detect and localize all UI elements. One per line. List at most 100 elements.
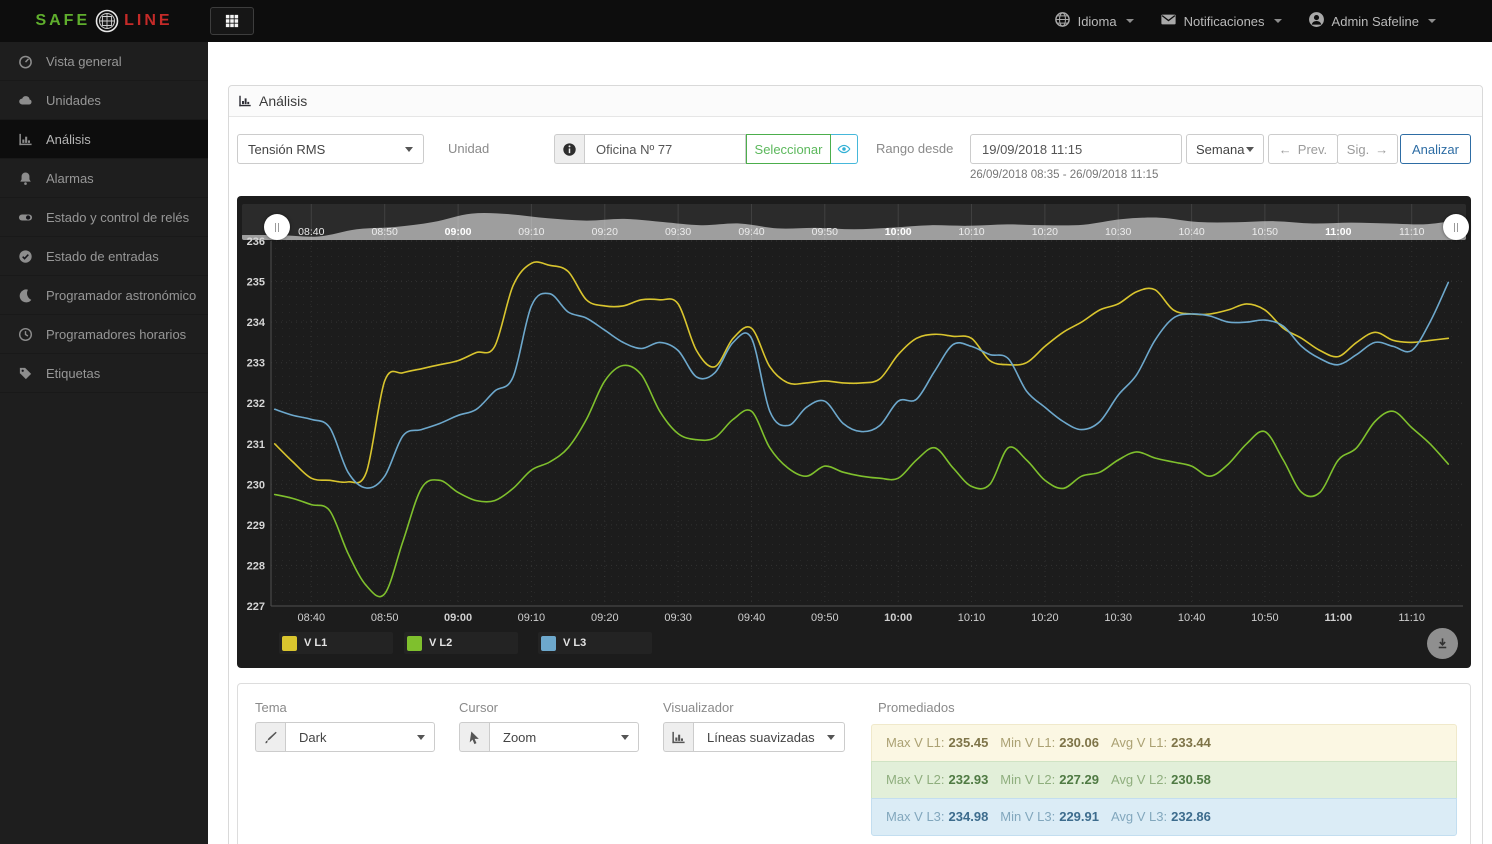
analysis-card: Análisis Tensión RMS Unidad Oficina Nº 7…: [228, 85, 1483, 844]
sidebar-item-label: Programador astronómico: [46, 287, 197, 303]
sidebar-item-vista-general[interactable]: Vista general: [0, 42, 208, 81]
select-unit-button[interactable]: Seleccionar: [746, 134, 831, 164]
chart-navigator[interactable]: 08:40 08:50 09:00 09:10 09:20 09:30 09:40 09:50…: [242, 204, 1466, 240]
metric-select[interactable]: Tensión RMS: [237, 134, 424, 164]
sidebar-item-unidades[interactable]: Unidades: [0, 81, 208, 120]
viewer-select[interactable]: Líneas suavizadas: [663, 722, 845, 752]
range-start-input[interactable]: 19/09/2018 11:15: [970, 134, 1182, 164]
topbar-menu-notifications[interactable]: Notificaciones: [1160, 11, 1282, 31]
viewer-select-value: Líneas suavizadas: [707, 729, 815, 745]
globe-icon: [1054, 11, 1071, 28]
apps-grid-button[interactable]: [210, 7, 254, 35]
bell-icon: [18, 171, 33, 186]
sidebar-item-prog-horarios[interactable]: Programadores horarios: [0, 315, 208, 354]
svg-text:229: 229: [247, 520, 265, 532]
svg-text:10:40: 10:40: [1178, 226, 1204, 238]
brand-safe-text: SAFE: [35, 12, 91, 29]
view-unit-button[interactable]: [831, 134, 858, 164]
topbar-menu-label: Notificaciones: [1183, 13, 1265, 29]
topbar-menu-account[interactable]: Admin Safeline: [1308, 11, 1436, 31]
gauge-icon: [18, 54, 33, 69]
sidebar-item-alarmas[interactable]: Alarmas: [0, 159, 208, 198]
sidebar-item-label: Estado de entradas: [46, 248, 159, 264]
chevron-down-icon: [1428, 19, 1436, 23]
sidebar-item-prog-astronomico[interactable]: Programador astronómico: [0, 276, 208, 315]
topbar-menu-label: Idioma: [1077, 13, 1117, 29]
svg-text:11:00: 11:00: [1325, 612, 1353, 624]
page-title: Análisis: [259, 93, 308, 109]
brush-icon: [263, 730, 278, 745]
cursor-select[interactable]: Zoom: [459, 722, 639, 752]
chart-addon: [663, 722, 693, 752]
sidebar-item-label: Análisis: [46, 131, 91, 147]
chevron-down-icon: [621, 734, 629, 740]
line-chart[interactable]: 236 235 234 233 232 231 230 229 228 227 08:40 08:50…: [237, 196, 1471, 668]
navigator-left-handle[interactable]: [264, 214, 290, 240]
download-chart-button[interactable]: [1427, 628, 1458, 659]
legend-item-v-l3[interactable]: V L3: [538, 632, 652, 654]
svg-text:09:00: 09:00: [445, 226, 472, 238]
svg-text:08:40: 08:40: [298, 612, 326, 624]
legend-swatch: [541, 635, 556, 651]
sidebar-item-estado-entradas[interactable]: Estado de entradas: [0, 237, 208, 276]
svg-text:09:50: 09:50: [811, 612, 839, 624]
brush-addon: [255, 722, 285, 752]
svg-text:08:40: 08:40: [298, 226, 324, 238]
svg-text:10:00: 10:00: [884, 612, 912, 624]
svg-text:234: 234: [247, 317, 266, 329]
legend-item-v-l1[interactable]: V L1: [279, 632, 393, 654]
chart-legend: V L1 V L2 V L3: [237, 632, 1471, 656]
average-row: Max V L3: 234.98 Min V L3: 229.91 Avg V L3: 2…: [871, 798, 1457, 836]
range-label: Rango desde: [876, 141, 954, 156]
chevron-down-icon: [417, 734, 425, 740]
info-addon: [554, 134, 584, 164]
theme-select-value: Dark: [299, 729, 327, 745]
unit-value-field[interactable]: Oficina Nº 77: [584, 134, 746, 164]
cursor-select-value: Zoom: [503, 729, 537, 745]
metric-select-value: Tensión RMS: [248, 141, 326, 157]
tags-icon: [18, 366, 33, 381]
range-resolved-text: 26/09/2018 08:35 - 26/09/2018 11:15: [970, 169, 1159, 181]
svg-text:10:20: 10:20: [1031, 612, 1059, 624]
svg-text:09:00: 09:00: [444, 612, 472, 624]
grid-icon: [225, 14, 239, 28]
prev-button[interactable]: ← Prev.: [1268, 134, 1338, 164]
legend-label: V L1: [304, 637, 328, 649]
sidebar-item-etiquetas[interactable]: Etiquetas: [0, 354, 208, 393]
analyze-button[interactable]: Analizar: [1400, 134, 1471, 164]
info-icon: [562, 142, 577, 157]
svg-text:232: 232: [247, 398, 265, 410]
chevron-down-icon: [1246, 146, 1254, 152]
svg-text:10:20: 10:20: [1032, 226, 1058, 238]
svg-text:10:30: 10:30: [1104, 612, 1132, 624]
arrow-left-icon: ←: [1278, 141, 1292, 157]
svg-text:10:30: 10:30: [1105, 226, 1131, 238]
topbar-menus: Idioma Notificaciones Admin Safeline: [1054, 0, 1492, 42]
sidebar-item-label: Estado y control de relés: [46, 209, 190, 225]
sidebar-item-analisis[interactable]: Análisis: [0, 120, 208, 159]
next-button[interactable]: Sig. →: [1337, 134, 1398, 164]
legend-label: V L2: [429, 637, 453, 649]
svg-text:228: 228: [247, 560, 265, 572]
theme-select[interactable]: Dark: [255, 722, 435, 752]
average-row: Max V L2: 232.93 Min V L2: 227.29 Avg V L2: 2…: [871, 761, 1457, 799]
arrow-right-icon: →: [1375, 141, 1389, 157]
svg-text:09:20: 09:20: [591, 612, 619, 624]
period-select[interactable]: Semana: [1186, 134, 1264, 164]
svg-text:11:10: 11:10: [1399, 226, 1425, 238]
legend-item-v-l2[interactable]: V L2: [404, 632, 518, 654]
svg-text:227: 227: [247, 601, 265, 613]
svg-text:08:50: 08:50: [372, 226, 398, 238]
navigator-right-handle[interactable]: [1443, 214, 1469, 240]
svg-text:09:30: 09:30: [664, 612, 692, 624]
sidebar-item-estado-reles[interactable]: Estado y control de relés: [0, 198, 208, 237]
user-icon: [1308, 11, 1325, 28]
period-select-value: Semana: [1196, 141, 1245, 157]
svg-text:10:50: 10:50: [1251, 612, 1279, 624]
card-header: Análisis: [229, 86, 1482, 117]
sidebar-item-label: Alarmas: [46, 170, 94, 186]
topbar-menu-language[interactable]: Idioma: [1054, 11, 1134, 31]
brand-logo: SAFE LINE: [0, 0, 208, 42]
bar-chart-icon: [238, 94, 252, 108]
